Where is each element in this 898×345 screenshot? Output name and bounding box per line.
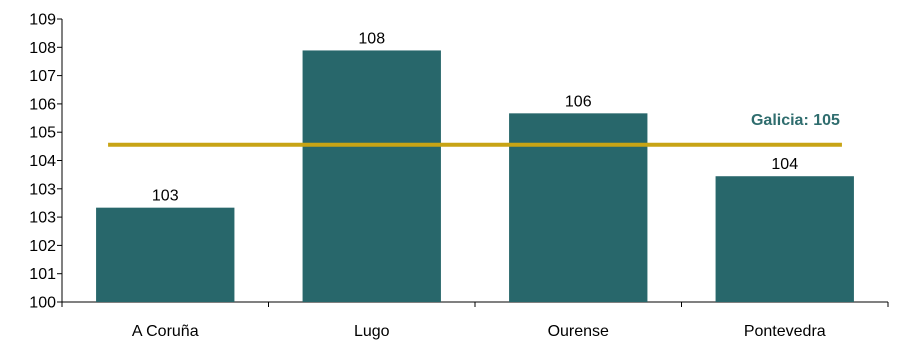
y-tick-label: 103	[29, 210, 56, 227]
bar-value-label: 104	[771, 156, 798, 173]
y-tick-label: 101	[29, 266, 56, 283]
x-category-label: Pontevedra	[744, 323, 826, 340]
bar	[302, 50, 441, 302]
bars	[96, 50, 854, 302]
bar	[96, 207, 235, 302]
y-tick-label: 104	[29, 153, 56, 170]
x-category-label: A Coruña	[132, 323, 199, 340]
x-axis: A Coruña Lugo Ourense Pontevedra	[61, 301, 889, 340]
x-category-label: Ourense	[548, 323, 609, 340]
data-labels: 103 108 106 104	[152, 30, 798, 204]
y-tick-label: 105	[29, 125, 56, 142]
reference-line-label: Galicia: 105	[751, 112, 840, 129]
y-tick-label: 107	[29, 68, 56, 85]
y-tick-label: 106	[29, 96, 56, 113]
x-category-label: Lugo	[354, 323, 390, 340]
bar	[715, 176, 854, 302]
bar-value-label: 103	[152, 188, 179, 205]
reference-line-group: Galicia: 105	[108, 112, 842, 147]
y-tick-label: 102	[29, 238, 56, 255]
y-tick-label: 109	[29, 12, 56, 29]
y-axis: 100 101 102 103 103 104 105 106 107 108 109	[29, 12, 63, 312]
bar-value-label: 106	[565, 93, 592, 110]
y-tick-label: 100	[29, 295, 56, 312]
bar	[509, 113, 648, 302]
y-tick-label: 108	[29, 40, 56, 57]
bar-value-label: 108	[358, 30, 385, 47]
y-tick-label: 103	[29, 181, 56, 198]
